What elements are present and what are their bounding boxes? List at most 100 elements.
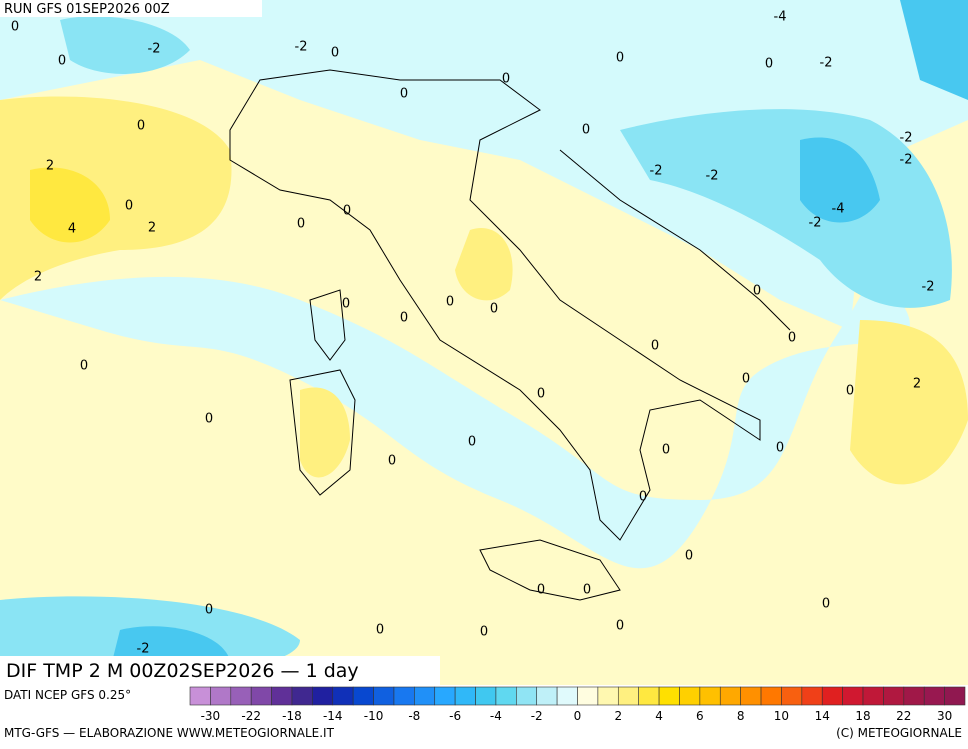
colorbar-swatch — [271, 686, 293, 706]
colorbar-tick-label: 30 — [937, 709, 952, 723]
contour-label: -2 — [706, 169, 719, 184]
colorbar-tick-label: 8 — [737, 709, 745, 723]
contour-label: 0 — [446, 295, 454, 310]
colorbar-tick-label: 0 — [574, 709, 582, 723]
credit-right: (C) METEOGIORNALE — [836, 726, 962, 740]
colorbar-swatch — [536, 686, 558, 706]
colorbar-tick-label: 14 — [815, 709, 830, 723]
credit-left: MTG-GFS — ELABORAZIONE WWW.METEOGIORNALE… — [4, 726, 335, 740]
colorbar-tick-label: -30 — [201, 709, 221, 723]
colorbar-swatch — [944, 686, 966, 706]
colorbar-tick-label: 22 — [896, 709, 911, 723]
contour-label: 0 — [662, 443, 670, 458]
contour-label: 0 — [205, 412, 213, 427]
contour-label: -2 — [295, 40, 308, 55]
contour-label: -4 — [832, 202, 845, 217]
colorbar-swatch — [597, 686, 619, 706]
colorbar-swatch — [903, 686, 925, 706]
colorbar-swatch — [719, 686, 741, 706]
contour-label: -2 — [148, 42, 161, 57]
contour-label: 0 — [776, 441, 784, 456]
contour-label: 0 — [582, 123, 590, 138]
contour-label: -4 — [774, 10, 787, 25]
contour-label: 0 — [490, 302, 498, 317]
colorbar-swatch — [516, 686, 538, 706]
colorbar-tick-label: 18 — [855, 709, 870, 723]
contour-label: 0 — [788, 331, 796, 346]
colorbar-swatch — [699, 686, 721, 706]
footer-title-box — [0, 656, 440, 686]
contour-label: 0 — [331, 46, 339, 61]
colorbar-swatch — [883, 686, 905, 706]
colorbar-swatch — [679, 686, 701, 706]
contour-label: -2 — [900, 131, 913, 146]
colorbar-swatch — [923, 686, 945, 706]
contour-label: -2 — [137, 642, 150, 657]
colorbar-tick-label: -22 — [241, 709, 261, 723]
colorbar-tick-label: 2 — [614, 709, 622, 723]
contour-label: 2 — [913, 377, 921, 392]
colorbar-swatch — [556, 686, 578, 706]
contour-label: 0 — [205, 603, 213, 618]
contour-label: 2 — [46, 159, 54, 174]
contour-label: 0 — [537, 387, 545, 402]
colorbar-swatch — [291, 686, 313, 706]
contour-label: 2 — [34, 270, 42, 285]
colorbar-swatch — [332, 686, 354, 706]
contour-label: 0 — [616, 51, 624, 66]
colorbar-tick-label: -4 — [490, 709, 502, 723]
colorbar-swatch — [434, 686, 456, 706]
colorbar-swatch — [352, 686, 374, 706]
contour-label: -2 — [650, 164, 663, 179]
colorbar-tick-label: 10 — [774, 709, 789, 723]
contour-label: 0 — [400, 87, 408, 102]
contour-label: 0 — [376, 623, 384, 638]
contour-label: -2 — [820, 56, 833, 71]
colorbar-tick-label: -18 — [282, 709, 302, 723]
colorbar-swatch — [393, 686, 415, 706]
contour-label: 0 — [343, 204, 351, 219]
contour-label: 4 — [68, 222, 76, 237]
contour-label: 0 — [480, 625, 488, 640]
contour-label: 2 — [148, 221, 156, 236]
colorbar-tick-label: -14 — [323, 709, 343, 723]
colorbar-swatch — [454, 686, 476, 706]
colorbar-tick-label: 6 — [696, 709, 704, 723]
contour-label: 0 — [468, 435, 476, 450]
contour-label: 0 — [537, 583, 545, 598]
contour-label: 0 — [639, 490, 647, 505]
colorbar-swatch — [250, 686, 272, 706]
contour-label: 0 — [846, 384, 854, 399]
colorbar-swatch — [210, 686, 232, 706]
colorbar-swatch — [577, 686, 599, 706]
colorbar-tick-label: -2 — [531, 709, 543, 723]
contour-label: 0 — [753, 284, 761, 299]
contour-label: 0 — [616, 619, 624, 634]
contour-label: 0 — [80, 359, 88, 374]
contour-label: 0 — [400, 311, 408, 326]
colorbar-swatch — [842, 686, 864, 706]
contour-label: 0 — [685, 549, 693, 564]
colorbar-tick-label: -8 — [408, 709, 420, 723]
contour-label: 0 — [583, 583, 591, 598]
contour-label: -2 — [900, 153, 913, 168]
colorbar-swatch — [617, 686, 639, 706]
colorbar-swatch — [801, 686, 823, 706]
colorbar-swatch — [414, 686, 436, 706]
map-field — [0, 0, 968, 685]
contour-label: -2 — [922, 280, 935, 295]
colorbar-swatch — [821, 686, 843, 706]
colorbar-tick-label: 4 — [655, 709, 663, 723]
contour-label: 0 — [651, 339, 659, 354]
colorbar-tick-label: -6 — [449, 709, 461, 723]
contour-label: 0 — [137, 119, 145, 134]
colorbar-swatch — [740, 686, 762, 706]
colorbar-swatch — [230, 686, 252, 706]
colorbar-swatch — [312, 686, 334, 706]
contour-label: 0 — [388, 454, 396, 469]
contour-label: 0 — [58, 54, 66, 69]
colorbar-swatch — [862, 686, 884, 706]
colorbar-swatch — [760, 686, 782, 706]
